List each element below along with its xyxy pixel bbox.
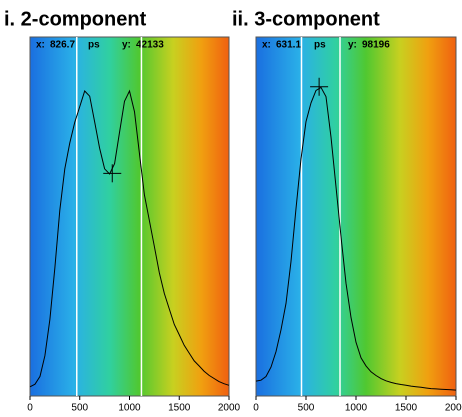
- x-tick-label: 500: [298, 403, 315, 414]
- x-tick-label: 1500: [168, 403, 191, 414]
- readout-unit: ps: [88, 40, 100, 51]
- readout-x-label: x:: [36, 40, 45, 51]
- plot-background: [255, 36, 457, 397]
- histogram-line: [255, 86, 457, 391]
- x-tick-label: 0: [253, 403, 259, 414]
- readout-x-label: x:: [262, 40, 271, 51]
- readout-y: 42133: [136, 40, 164, 51]
- x-tick-label: 1000: [345, 403, 368, 414]
- histogram-line: [29, 89, 230, 388]
- x-tick-label: 1500: [395, 403, 418, 414]
- readout-y-label: y:: [122, 40, 131, 51]
- readout-y: 98196: [362, 40, 390, 51]
- readout-x: 826.7: [50, 40, 75, 51]
- x-tick-label: 1000: [118, 403, 141, 414]
- x-tick-label: 2000: [218, 403, 241, 414]
- panel-title: ii. 3-component: [232, 8, 380, 30]
- readout-x: 631.1: [276, 40, 301, 51]
- panel-title: i. 2-component: [4, 8, 147, 30]
- readout-unit: ps: [314, 40, 326, 51]
- x-tick-label: 0: [27, 403, 33, 414]
- x-tick-label: 2000: [445, 403, 462, 414]
- x-tick-label: 500: [71, 403, 88, 414]
- plot-background: [29, 36, 230, 397]
- readout-y-label: y:: [348, 40, 357, 51]
